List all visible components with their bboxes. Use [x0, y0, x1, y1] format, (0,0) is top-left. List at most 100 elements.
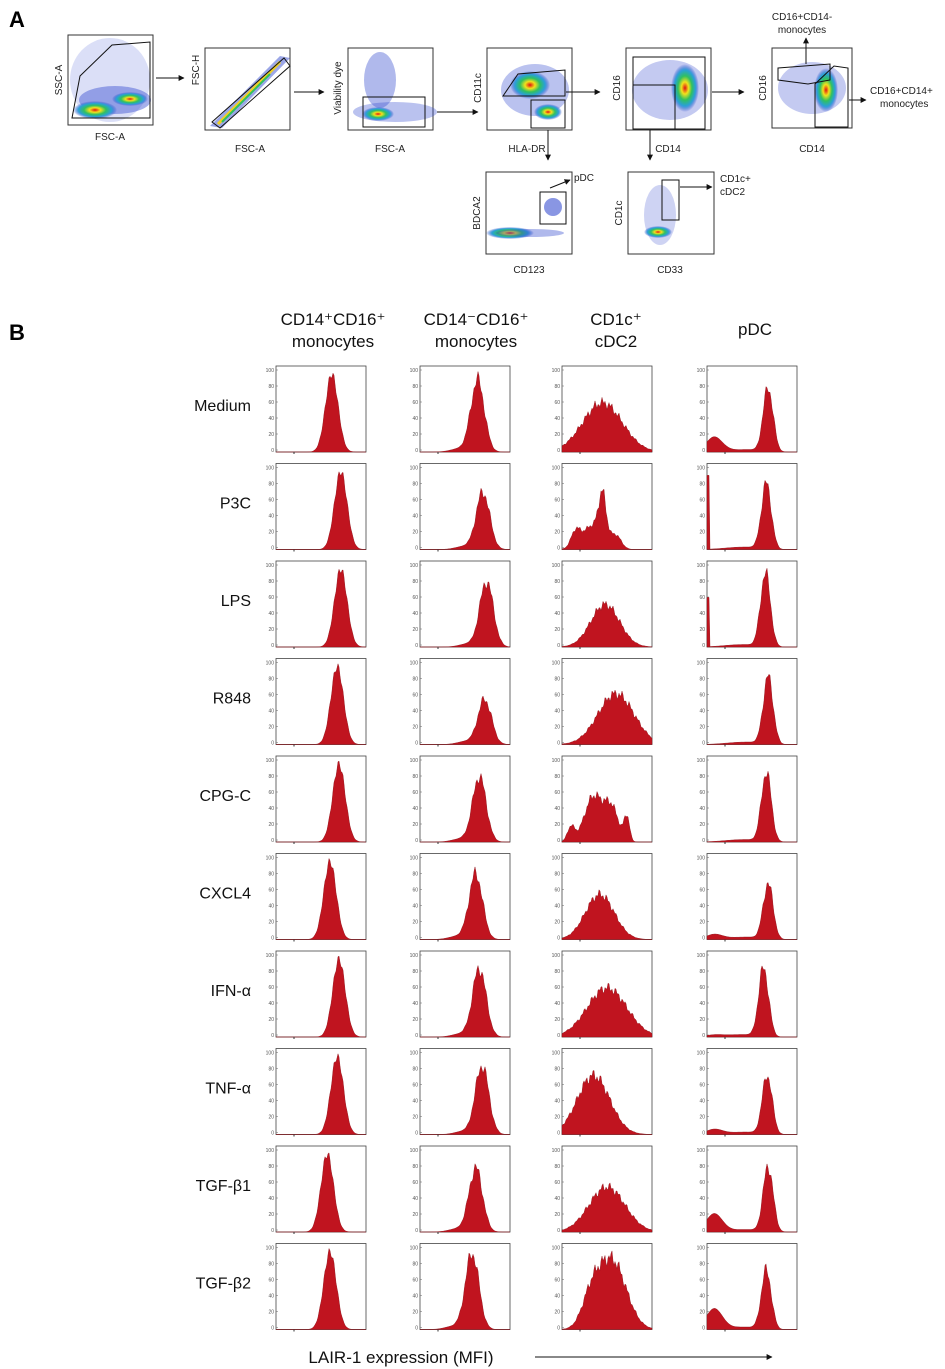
y-tick-label: 100 — [552, 953, 561, 959]
histogram-fill — [561, 397, 653, 453]
y-tick-label: 0 — [557, 838, 560, 844]
y-tick-label: 40 — [412, 1294, 418, 1300]
y-tick-label: 80 — [699, 482, 705, 488]
y-tick-label: 20 — [412, 725, 418, 731]
histogram-fill — [561, 1182, 653, 1233]
histogram: 100 80 60 40 20 0 — [697, 950, 798, 1039]
y-tick-label: 40 — [699, 1196, 705, 1202]
y-tick-label: 60 — [268, 400, 274, 406]
y-tick-label: 100 — [410, 1051, 419, 1057]
panel-b-histograms: CD14⁺CD16⁺ monocytes CD14⁻CD16⁺ monocytes CD… — [194, 310, 798, 1367]
y-tick-label: 20 — [699, 432, 705, 438]
column-headers: CD14⁺CD16⁺ monocytes CD14⁻CD16⁺ monocytes CD… — [281, 310, 772, 351]
y-tick-label: 40 — [554, 1196, 560, 1202]
histogram: 100 80 60 40 20 0 — [266, 658, 367, 747]
y-tick-label: 100 — [697, 1148, 706, 1154]
gate-label-pdc: pDC — [574, 173, 594, 184]
y-tick-label: 100 — [410, 856, 419, 862]
column-header-2: CD14⁻CD16⁺ — [424, 310, 529, 329]
y-tick-label: 80 — [268, 482, 274, 488]
y-axis-label: FSC-H — [191, 55, 202, 86]
gate-label-cdc2-line1: CD1c+ — [720, 174, 751, 185]
y-tick-label: 0 — [557, 546, 560, 552]
y-tick-label: 100 — [410, 1148, 419, 1154]
y-tick-label: 20 — [554, 1212, 560, 1218]
y-tick-label: 60 — [412, 790, 418, 796]
y-tick-label: 60 — [412, 400, 418, 406]
y-axis-label: BDCA2 — [472, 196, 483, 230]
y-tick-label: 60 — [412, 1278, 418, 1284]
y-tick-label: 100 — [266, 758, 275, 764]
histogram-fill — [276, 760, 366, 843]
histogram-fill — [420, 695, 511, 745]
scatter-viability: Viability dye FSC-A — [333, 47, 437, 155]
x-axis-label: CD14 — [655, 144, 681, 155]
y-tick-label: 80 — [554, 579, 560, 585]
y-tick-label: 40 — [554, 1001, 560, 1007]
histogram: 100 80 60 40 20 0 — [410, 853, 511, 942]
histogram-frame — [419, 658, 511, 745]
y-tick-label: 60 — [554, 790, 560, 796]
histogram-fill — [706, 673, 797, 745]
y-tick-label: 100 — [697, 953, 706, 959]
y-tick-label: 100 — [552, 466, 561, 472]
histogram-fill — [561, 889, 653, 940]
y-tick-label: 20 — [699, 627, 705, 633]
histogram-fill — [420, 581, 511, 648]
histogram-frame — [419, 950, 511, 1038]
histogram-fill — [561, 488, 652, 550]
y-tick-label: 100 — [410, 953, 419, 959]
y-tick-label: 20 — [412, 432, 418, 438]
histogram-frame — [275, 1048, 367, 1135]
row-label-1: Medium — [194, 398, 251, 415]
y-tick-label: 100 — [552, 1246, 561, 1252]
y-tick-label: 0 — [702, 1131, 705, 1137]
scatter-fsch-fsca: FSC-H FSC-A — [191, 47, 291, 155]
y-tick-label: 60 — [699, 1278, 705, 1284]
y-tick-label: 80 — [699, 969, 705, 975]
y-tick-label: 0 — [415, 546, 418, 552]
y-tick-label: 40 — [699, 611, 705, 617]
gate-rect — [530, 99, 566, 129]
histogram: 100 80 60 40 20 0 — [552, 1145, 653, 1234]
y-tick-label: 80 — [268, 1067, 274, 1073]
gate-polygon — [211, 57, 291, 129]
y-tick-label: 20 — [268, 530, 274, 536]
y-tick-label: 40 — [412, 514, 418, 520]
row-label-9: TGF-β1 — [196, 1178, 252, 1195]
y-tick-label: 40 — [268, 1196, 274, 1202]
y-tick-label: 20 — [699, 1310, 705, 1316]
x-axis-title: LAIR-1 expression (MFI) — [308, 1348, 493, 1367]
y-tick-label: 60 — [268, 498, 274, 504]
y-tick-label: 40 — [412, 1001, 418, 1007]
y-tick-label: 40 — [554, 1294, 560, 1300]
y-tick-label: 20 — [412, 822, 418, 828]
histogram-fill — [706, 1263, 797, 1330]
histogram-frame — [419, 755, 511, 843]
histogram-fill — [420, 1163, 510, 1233]
y-tick-label: 20 — [554, 1017, 560, 1023]
scatter-cd16-cd14-subsets: CD16 CD14 — [758, 47, 853, 155]
y-tick-label: 0 — [271, 1033, 274, 1039]
y-tick-label: 100 — [410, 661, 419, 667]
y-tick-label: 0 — [415, 1131, 418, 1137]
y-tick-label: 40 — [554, 416, 560, 422]
histogram-fill — [276, 857, 366, 940]
y-tick-label: 20 — [412, 1017, 418, 1023]
y-tick-label: 20 — [268, 822, 274, 828]
y-tick-label: 0 — [702, 643, 705, 649]
histogram-fill — [561, 983, 653, 1038]
y-tick-label: 0 — [415, 1033, 418, 1039]
histogram: 100 80 60 40 20 0 — [552, 658, 653, 747]
y-tick-label: 40 — [554, 904, 560, 910]
histogram-fill — [706, 475, 797, 550]
gate-polygon — [502, 69, 566, 97]
y-tick-label: 20 — [268, 725, 274, 731]
histogram: 100 80 60 40 20 0 — [552, 853, 653, 942]
y-tick-label: 20 — [699, 1017, 705, 1023]
y-tick-label: 40 — [412, 806, 418, 812]
y-tick-label: 40 — [699, 709, 705, 715]
y-tick-label: 80 — [554, 1067, 560, 1073]
histogram-frame — [706, 755, 798, 843]
y-tick-label: 0 — [702, 936, 705, 942]
